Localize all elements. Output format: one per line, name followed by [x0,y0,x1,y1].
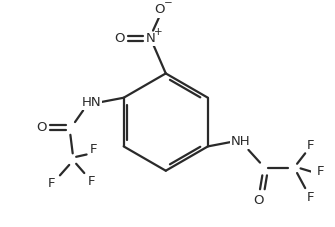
Text: O: O [155,3,165,16]
Text: HN: HN [81,96,101,109]
Text: +: + [154,27,162,37]
Text: O: O [36,121,47,134]
Text: −: − [164,0,173,8]
Text: O: O [114,32,125,45]
Text: NH: NH [230,135,250,148]
Text: F: F [48,177,56,190]
Text: F: F [307,139,315,152]
Text: O: O [254,194,264,207]
Text: F: F [87,175,95,188]
Text: F: F [307,191,315,204]
Text: F: F [317,165,324,178]
Text: F: F [90,143,97,156]
Text: N: N [146,32,155,45]
